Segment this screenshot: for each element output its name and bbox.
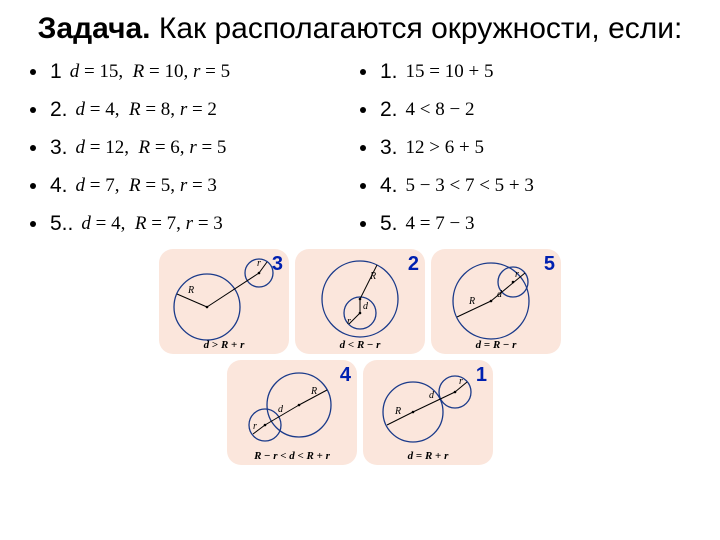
tile-intersect: R r d 4 R − r < d < R + r xyxy=(227,360,357,465)
title-rest: Как располагаются окружности, если: xyxy=(151,12,683,45)
item-formula: 4 < 8 − 2 xyxy=(406,99,475,121)
tile-caption: d = R + r xyxy=(363,450,493,462)
item-num: 2. xyxy=(50,98,68,122)
left-item: 3. d = 12, R = 6, r = 5 xyxy=(30,130,360,166)
bullet-icon xyxy=(30,145,36,151)
bullet-icon xyxy=(360,221,366,227)
svg-text:r: r xyxy=(257,258,261,269)
tile-external-touch: R r d 1 d = R + r xyxy=(363,360,493,465)
svg-text:R: R xyxy=(187,285,194,296)
tile-number: 4 xyxy=(340,364,351,387)
left-col: 1 d = 15, R = 10, r = 5 2. d = 4, R = 8, r… xyxy=(30,52,360,244)
left-item: 1 d = 15, R = 10, r = 5 xyxy=(30,54,360,90)
item-formula: 15 = 10 + 5 xyxy=(406,61,494,83)
bullet-icon xyxy=(30,69,36,75)
tile-number: 2 xyxy=(408,253,419,276)
bullet-icon xyxy=(360,183,366,189)
bullet-icon xyxy=(30,221,36,227)
svg-text:r: r xyxy=(515,269,519,280)
svg-text:r: r xyxy=(253,421,257,432)
bullet-icon xyxy=(360,107,366,113)
bullet-icon xyxy=(30,183,36,189)
bullet-icon xyxy=(30,107,36,113)
svg-text:r: r xyxy=(459,376,463,387)
right-item: 1. 15 = 10 + 5 xyxy=(360,54,690,90)
item-num: 1 xyxy=(50,60,62,84)
item-num: 5. xyxy=(380,212,398,236)
bullet-icon xyxy=(360,69,366,75)
item-formula: 5 − 3 < 7 < 5 + 3 xyxy=(406,175,534,197)
right-item: 3. 12 > 6 + 5 xyxy=(360,130,690,166)
svg-text:R: R xyxy=(369,271,376,282)
svg-text:r: r xyxy=(347,316,351,327)
bullet-icon xyxy=(360,145,366,151)
item-num: 4. xyxy=(380,174,398,198)
item-formula: d = 15, R = 10, r = 5 xyxy=(70,61,230,83)
columns: 1 d = 15, R = 10, r = 5 2. d = 4, R = 8, r… xyxy=(0,52,720,244)
svg-text:R: R xyxy=(310,386,317,397)
svg-text:d: d xyxy=(363,301,369,312)
left-item: 4. d = 7, R = 5, r = 3 xyxy=(30,168,360,204)
item-num: 4. xyxy=(50,174,68,198)
right-item: 4. 5 − 3 < 7 < 5 + 3 xyxy=(360,168,690,204)
tile-internal-touch: R r d 5 d = R − r xyxy=(431,249,561,354)
tile-number: 3 xyxy=(272,253,283,276)
svg-text:R: R xyxy=(394,406,401,417)
diagrams: R r 3 d > R + r R d r 2 d < R − r xyxy=(0,246,720,468)
item-formula: d = 4, R = 8, r = 2 xyxy=(76,99,217,121)
tile-separated: R r 3 d > R + r xyxy=(159,249,289,354)
right-item: 2. 4 < 8 − 2 xyxy=(360,92,690,128)
svg-text:d: d xyxy=(429,390,435,401)
item-num: 5.. xyxy=(50,212,73,236)
tile-caption: d > R + r xyxy=(159,339,289,351)
tile-number: 5 xyxy=(544,253,555,276)
tile-number: 1 xyxy=(476,364,487,387)
page-title: Задача. Как располагаются окружности, ес… xyxy=(0,0,720,52)
item-formula: 12 > 6 + 5 xyxy=(406,137,484,159)
left-item: 2. d = 4, R = 8, r = 2 xyxy=(30,92,360,128)
left-item: 5.. d = 4, R = 7, r = 3 xyxy=(30,206,360,242)
diagram-row: R r 3 d > R + r R d r 2 d < R − r xyxy=(0,246,720,357)
item-num: 3. xyxy=(380,136,398,160)
svg-text:R: R xyxy=(468,296,475,307)
tile-caption: d = R − r xyxy=(431,339,561,351)
item-num: 2. xyxy=(380,98,398,122)
item-num: 3. xyxy=(50,136,68,160)
right-col: 1. 15 = 10 + 5 2. 4 < 8 − 2 3. 12 > 6 + 5 4… xyxy=(360,52,690,244)
svg-text:d: d xyxy=(497,289,503,300)
item-formula: d = 4, R = 7, r = 3 xyxy=(81,213,222,235)
item-num: 1. xyxy=(380,60,398,84)
item-formula: d = 12, R = 6, r = 5 xyxy=(76,137,227,159)
item-formula: d = 7, R = 5, r = 3 xyxy=(76,175,217,197)
item-formula: 4 = 7 − 3 xyxy=(406,213,475,235)
right-item: 5. 4 = 7 − 3 xyxy=(360,206,690,242)
diagram-row: R r d 4 R − r < d < R + r R r d 1 d = R … xyxy=(0,357,720,468)
tile-inside: R d r 2 d < R − r xyxy=(295,249,425,354)
title-bold: Задача. xyxy=(38,12,151,45)
tile-caption: d < R − r xyxy=(295,339,425,351)
tile-caption: R − r < d < R + r xyxy=(227,450,357,462)
svg-text:d: d xyxy=(278,404,284,415)
